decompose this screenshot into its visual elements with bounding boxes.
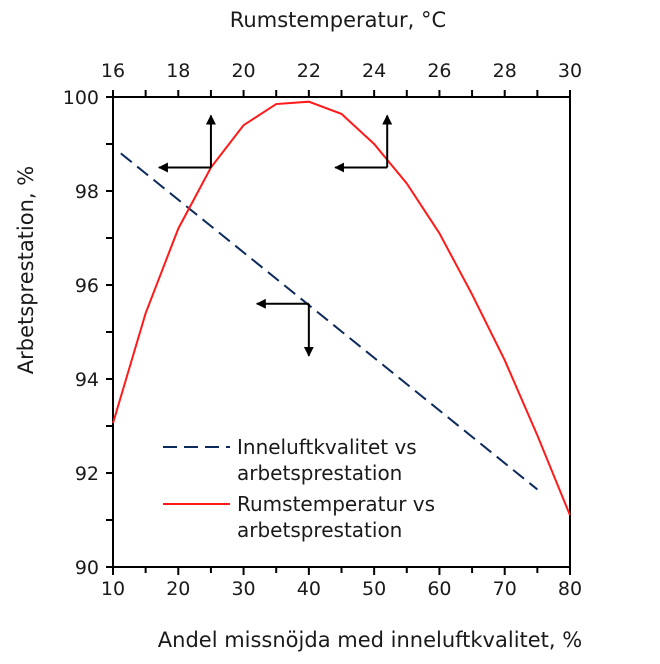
plot-frame [112, 96, 571, 568]
x2-tick-label: 16 [101, 60, 125, 82]
legend-label: arbetsprestation [237, 461, 402, 485]
x2-tick-label: 28 [493, 60, 517, 82]
legend: Inneluftkvalitet vs arbetsprestation Rum… [163, 435, 435, 542]
series-group [112, 100, 571, 516]
x-axis-label: Andel missnöjda med inneluftkvalitet, % [158, 628, 582, 652]
x-tick-label: 50 [362, 578, 386, 600]
legend-label: arbetsprestation [237, 518, 402, 542]
y-tick-label: 96 [75, 275, 99, 297]
series-line-inneluftkvalitet [120, 152, 538, 491]
annotation-arrows [157, 114, 393, 357]
series-line-rumstemperatur [112, 100, 571, 516]
x2-axis-label: Rumstemperatur, °C [230, 8, 446, 32]
legend-label: Rumstemperatur vs [237, 492, 435, 516]
x-tick-label: 40 [297, 578, 321, 600]
x2-tick-label: 24 [362, 60, 386, 82]
y-tick-label: 92 [75, 463, 99, 485]
y-tick-label: 98 [75, 181, 99, 203]
legend-label: Inneluftkvalitet vs [237, 435, 417, 459]
x-tick-label: 70 [493, 578, 517, 600]
y-tick-label: 100 [63, 87, 99, 109]
x2-tick-label: 18 [166, 60, 190, 82]
y-axis-label: Arbetsprestation, % [14, 166, 38, 374]
x-tick-label: 30 [231, 578, 255, 600]
axis-ticks: 10 20 30 40 50 60 70 80 16 18 20 22 24 26 28 30 90 92 94 96… [63, 60, 582, 600]
x2-tick-label: 26 [427, 60, 451, 82]
x2-tick-label: 30 [558, 60, 582, 82]
x-tick-label: 80 [558, 578, 582, 600]
y-tick-label: 94 [75, 369, 99, 391]
x-tick-label: 10 [101, 578, 125, 600]
y-tick-label: 90 [75, 557, 99, 579]
x-tick-label: 60 [427, 578, 451, 600]
x2-tick-label: 22 [297, 60, 321, 82]
x2-tick-label: 20 [231, 60, 255, 82]
x-tick-label: 20 [166, 578, 190, 600]
